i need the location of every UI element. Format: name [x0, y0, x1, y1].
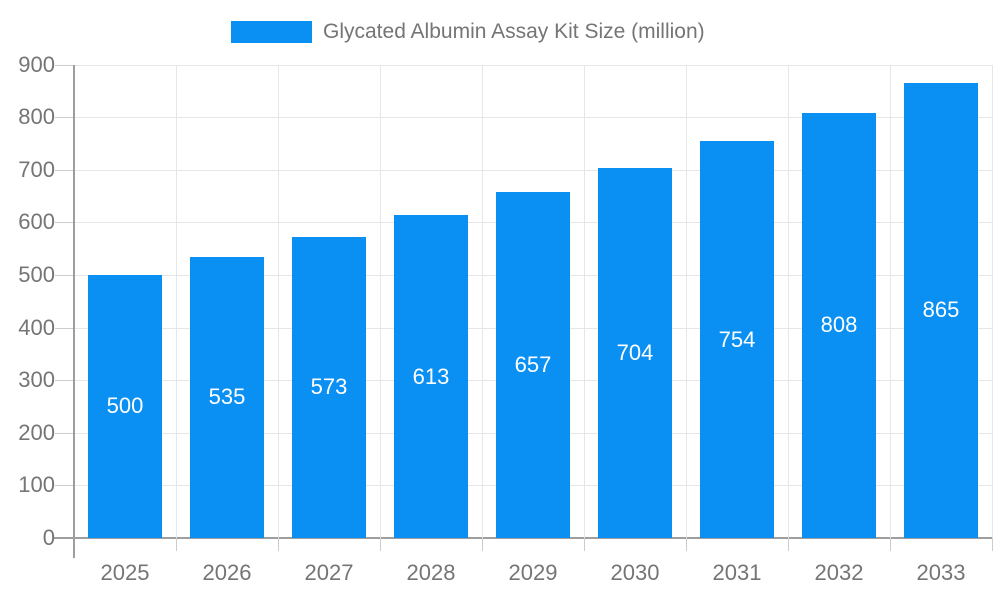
- y-axis-tick: [55, 169, 74, 171]
- bar-2032[interactable]: [802, 112, 876, 538]
- v-gridline: [890, 64, 891, 538]
- bar-2029[interactable]: [496, 192, 570, 538]
- x-axis-tick: [380, 538, 381, 551]
- x-axis-tick: [686, 538, 687, 551]
- y-axis-tick: [55, 64, 74, 66]
- y-axis-label: 400: [18, 314, 55, 340]
- v-gridline: [992, 64, 993, 538]
- bar-2033[interactable]: [904, 82, 978, 538]
- x-axis-tick: [278, 538, 279, 551]
- x-axis-tick: [788, 538, 789, 551]
- y-axis-label: 800: [18, 104, 55, 130]
- legend-label: Glycated Albumin Assay Kit Size (million…: [323, 20, 705, 43]
- bar-value-label: 613: [412, 363, 450, 389]
- x-axis-label: 2028: [406, 560, 456, 585]
- y-axis-label: 900: [18, 51, 55, 77]
- y-axis-tick: [53, 537, 74, 539]
- bar-2028[interactable]: [394, 215, 468, 538]
- x-axis-label: 2032: [814, 560, 864, 585]
- y-axis-line: [73, 64, 75, 558]
- v-gridline: [788, 64, 789, 538]
- y-axis-tick: [55, 485, 74, 487]
- y-axis-tick: [55, 117, 74, 119]
- v-gridline: [584, 64, 585, 538]
- h-gridline: [74, 169, 992, 171]
- legend-swatch-icon: [231, 21, 312, 43]
- x-axis-label: 2027: [304, 560, 354, 585]
- v-gridline: [176, 64, 177, 538]
- bar-value-label: 865: [922, 297, 960, 323]
- x-axis-tick: [992, 538, 993, 551]
- bar-2031[interactable]: [700, 141, 774, 538]
- y-axis-label: 0: [42, 525, 55, 550]
- bar-value-label: 535: [208, 384, 246, 410]
- bar-value-label: 573: [310, 374, 348, 400]
- v-gridline: [278, 64, 279, 538]
- v-gridline: [686, 64, 687, 538]
- bar-value-label: 500: [106, 393, 144, 419]
- y-axis-tick: [55, 380, 74, 382]
- x-axis-tick: [482, 538, 483, 551]
- bar-2030[interactable]: [598, 167, 672, 538]
- y-axis-label: 200: [18, 419, 55, 445]
- x-axis-tick: [176, 538, 177, 551]
- y-axis-tick: [55, 327, 74, 329]
- v-gridline: [482, 64, 483, 538]
- x-axis-label: 2031: [712, 560, 762, 585]
- x-axis-label: 2025: [100, 560, 150, 585]
- x-axis-line: [74, 537, 992, 539]
- y-axis-tick: [55, 222, 74, 224]
- y-axis-label: 600: [18, 209, 55, 235]
- v-gridline: [380, 64, 381, 538]
- y-axis-label: 300: [18, 367, 55, 393]
- x-axis-label: 2029: [508, 560, 558, 585]
- bar-value-label: 754: [718, 326, 756, 352]
- bar-value-label: 808: [820, 312, 858, 338]
- h-gridline: [74, 64, 992, 66]
- y-axis-label: 100: [18, 472, 55, 498]
- bar-2025[interactable]: [88, 274, 162, 538]
- x-axis-label: 2030: [610, 560, 660, 585]
- x-axis-label: 2033: [916, 560, 966, 585]
- x-axis-tick: [890, 538, 891, 551]
- bar-2026[interactable]: [190, 256, 264, 538]
- bar-value-label: 704: [616, 339, 654, 365]
- x-axis-tick: [584, 538, 585, 551]
- legend-item[interactable]: Glycated Albumin Assay Kit Size (million…: [231, 20, 705, 43]
- x-axis-label: 2026: [202, 560, 252, 585]
- y-axis-label: 700: [18, 156, 55, 182]
- y-axis-tick: [55, 274, 74, 276]
- h-gridline: [74, 117, 992, 119]
- y-axis-label: 500: [18, 261, 55, 287]
- bar-value-label: 657: [514, 352, 552, 378]
- bar-2027[interactable]: [292, 236, 366, 538]
- y-axis-tick: [55, 432, 74, 434]
